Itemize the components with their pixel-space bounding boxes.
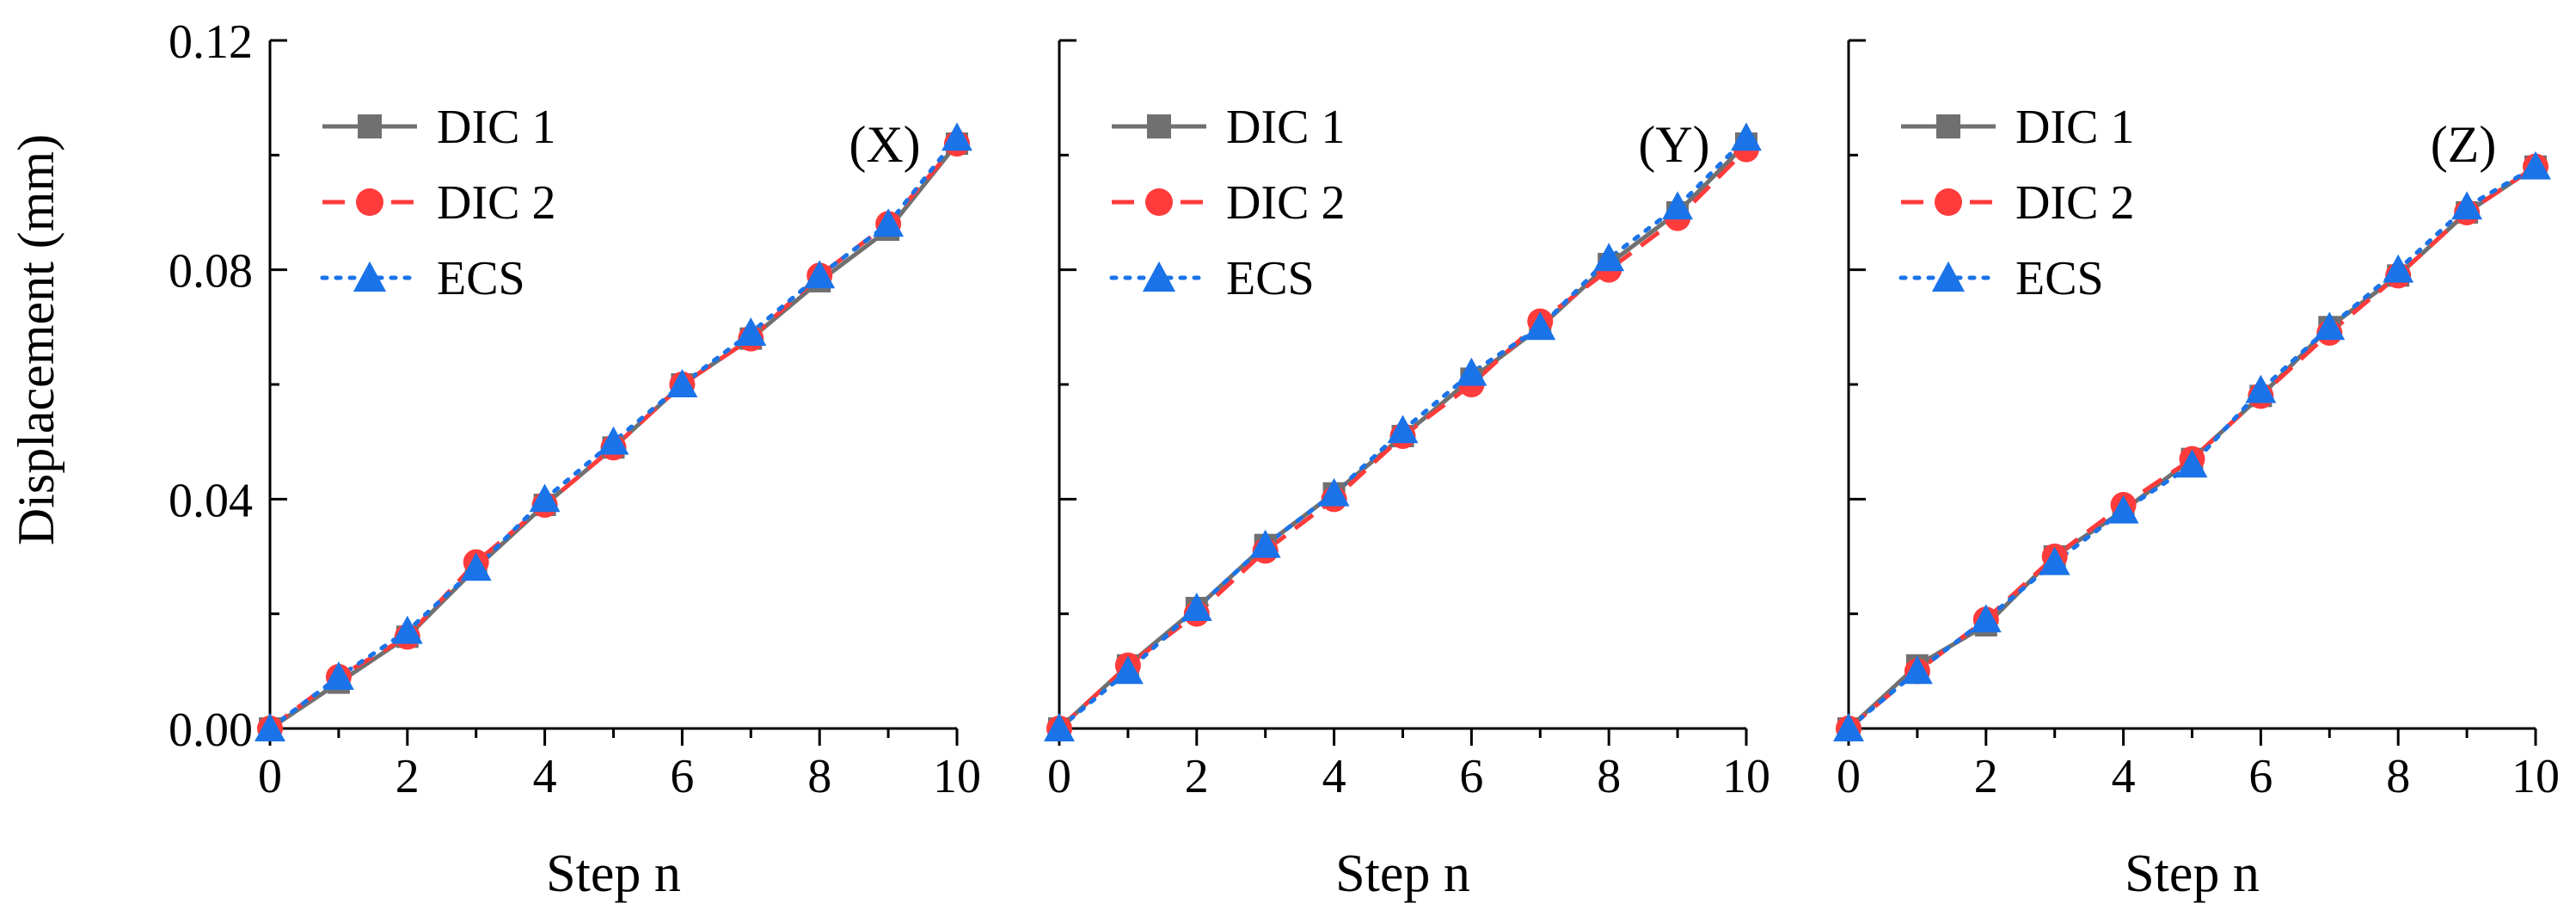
y-axis-title: Displacement (mm) (8, 134, 64, 545)
x-tick-label: 10 (2512, 750, 2560, 803)
chart-panel-2: 0 2 4 6 8 10 Step n DIC 1 DIC 2 ECS (Y) (1044, 39, 1770, 903)
data-point-ecs (2176, 449, 2208, 478)
x-tick-label: 4 (533, 750, 557, 803)
data-point-ecs (1901, 655, 1933, 685)
x-tick-label: 0 (1047, 750, 1071, 803)
x-tick-label: 8 (1597, 750, 1621, 803)
data-point-ecs (1456, 357, 1487, 386)
x-tick-label: 6 (2248, 750, 2272, 803)
panel-annotation: (X) (849, 116, 920, 173)
data-point-ecs (804, 260, 836, 289)
legend-marker (1936, 114, 1960, 138)
legend-label: DIC 1 (437, 101, 555, 154)
panel-annotation: (Z) (2431, 116, 2497, 173)
legend: DIC 1 DIC 2 ECS (1109, 101, 1345, 305)
data-point-ecs (1112, 655, 1144, 685)
legend-marker (356, 188, 383, 216)
legend-label: ECS (437, 252, 525, 305)
x-axis-title: Step n (546, 845, 681, 903)
legend-marker (1935, 188, 1962, 216)
y-tick-label: 0.08 (169, 245, 253, 298)
data-point-ecs (2383, 254, 2414, 283)
data-point-ecs (2314, 311, 2346, 341)
x-axis-title: Step n (2125, 845, 2260, 903)
legend-label: DIC 1 (1226, 101, 1345, 154)
legend-marker (1142, 261, 1176, 292)
data-point-ecs (2245, 374, 2277, 403)
data-point-ecs (1593, 243, 1625, 272)
data-point-ecs (1044, 713, 1075, 741)
panels: 0.00 0.04 0.08 0.12 0 2 4 6 8 10 Step n DIC 1 DIC 2 E… (169, 15, 2560, 903)
legend-marker (353, 261, 387, 292)
data-point-ecs (735, 317, 767, 346)
x-tick-label: 6 (670, 750, 694, 803)
data-point-ecs (2039, 546, 2070, 575)
legend-marker (358, 114, 382, 138)
x-tick-label: 6 (1459, 750, 1483, 803)
x-tick-label: 2 (396, 750, 420, 803)
data-point-ecs (873, 208, 905, 237)
x-tick-label: 2 (1974, 750, 1998, 803)
data-point-ecs (1524, 311, 1556, 341)
x-tick-label: 4 (2112, 750, 2136, 803)
legend-marker (1147, 114, 1171, 138)
x-tick-label: 2 (1185, 750, 1209, 803)
data-point-ecs (598, 426, 629, 455)
x-tick-label: 8 (2386, 750, 2410, 803)
legend-label: ECS (1226, 252, 1315, 305)
chart-panel-3: 0 2 4 6 8 10 Step n DIC 1 DIC 2 ECS (Z) (1833, 39, 2560, 903)
legend-label: DIC 1 (2015, 101, 2134, 154)
legend-label: DIC 2 (437, 176, 555, 230)
data-point-ecs (1249, 529, 1281, 558)
legend-marker (1931, 261, 1966, 292)
y-tick-label: 0.12 (169, 15, 253, 69)
legend-label: DIC 2 (2015, 176, 2134, 230)
data-point-ecs (1970, 604, 2002, 633)
data-point-ecs (666, 369, 698, 397)
y-tick-label: 0.00 (169, 704, 253, 757)
legend-label: DIC 2 (1226, 176, 1345, 230)
series-line-ecs (1846, 164, 2538, 731)
data-point-ecs (1731, 122, 1762, 151)
data-point-ecs (255, 713, 285, 741)
x-tick-label: 0 (258, 750, 282, 803)
x-tick-label: 8 (807, 750, 831, 803)
legend: DIC 1 DIC 2 ECS (320, 101, 555, 305)
y-tick-label: 0.04 (169, 474, 253, 527)
data-point-ecs (2520, 151, 2551, 180)
data-point-ecs (1181, 593, 1212, 621)
data-point-ecs (1833, 713, 1864, 741)
x-tick-label: 4 (1322, 750, 1346, 803)
data-point-ecs (1662, 191, 1694, 220)
data-point-ecs (1387, 415, 1419, 444)
data-point-ecs (2107, 495, 2139, 524)
data-point-ecs (322, 661, 354, 690)
legend: DIC 1 DIC 2 ECS (1898, 101, 2134, 305)
x-tick-label: 10 (1722, 750, 1770, 803)
legend-marker (1145, 188, 1173, 216)
data-point-ecs (2451, 191, 2483, 220)
data-point-ecs (941, 122, 972, 151)
data-point-ecs (391, 615, 423, 644)
data-point-ecs (529, 483, 561, 513)
series-line-dic-2 (1847, 164, 2537, 730)
legend-label: ECS (2015, 252, 2104, 305)
x-tick-label: 0 (1837, 750, 1861, 803)
panel-annotation: (Y) (1638, 116, 1709, 173)
x-tick-label: 10 (933, 750, 981, 803)
data-point-ecs (460, 552, 492, 581)
series-line-ecs (267, 135, 960, 731)
x-axis-title: Step n (1335, 845, 1470, 903)
chart-panel-1: 0.00 0.04 0.08 0.12 0 2 4 6 8 10 Step n DIC 1 DIC 2 E… (169, 15, 981, 903)
data-point-ecs (1318, 477, 1350, 507)
